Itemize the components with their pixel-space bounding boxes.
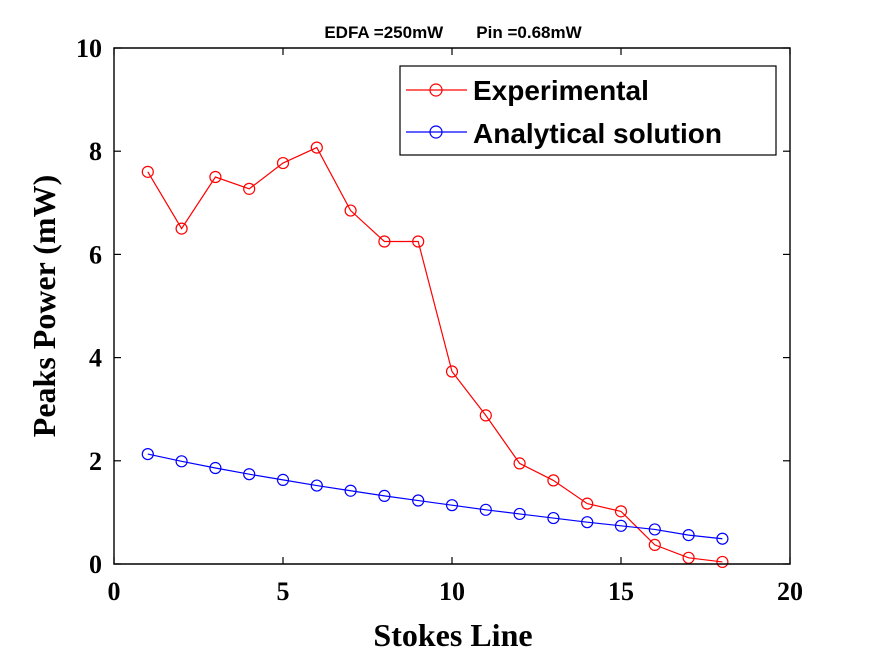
data-point-analytical-solution: [310, 479, 323, 492]
data-point-experimental: [513, 457, 526, 470]
data-point-experimental: [445, 365, 459, 378]
x-tick-label: 10: [439, 577, 465, 606]
data-point-analytical-solution: [344, 484, 357, 497]
data-point-analytical-solution: [276, 473, 290, 486]
x-tick-label: 20: [777, 577, 803, 606]
x-tick-label: 5: [277, 577, 290, 606]
y-tick-label: 2: [89, 447, 102, 476]
data-point-experimental: [276, 156, 290, 170]
data-point-analytical-solution: [614, 519, 628, 532]
data-point-experimental: [209, 170, 222, 184]
data-point-experimental: [581, 497, 594, 510]
data-point-analytical-solution: [175, 455, 188, 468]
axis-ticks: 0 5 10 15 20 0 2 4 6 8 10: [76, 34, 803, 606]
data-point-experimental: [479, 409, 492, 422]
data-point-experimental: [648, 538, 661, 552]
y-tick-label: 10: [76, 34, 102, 63]
data-point-analytical-solution: [513, 507, 526, 521]
legend-box: [399, 65, 777, 156]
data-point-experimental: [175, 222, 188, 235]
data-point-experimental: [716, 555, 729, 569]
data-point-analytical-solution: [648, 523, 661, 536]
legend-label-analytical: Analytical solution: [473, 118, 722, 149]
data-point-analytical-solution: [682, 529, 695, 542]
legend-label-experimental: Experimental: [473, 75, 649, 106]
data-point-experimental: [547, 474, 560, 487]
data-point-analytical-solution: [716, 532, 729, 545]
series-layer: [141, 141, 729, 569]
data-point-experimental: [141, 165, 154, 178]
plot-frame: [113, 47, 791, 565]
data-point-analytical-solution: [378, 489, 391, 502]
chart-title: EDFA =250mW Pin =0.68mW: [324, 23, 582, 42]
legend: Experimental Analytical solution: [399, 65, 777, 156]
data-point-analytical-solution: [209, 461, 222, 475]
data-point-experimental: [412, 235, 425, 248]
legend-marker-analytical: [429, 125, 443, 139]
legend-marker-experimental: [429, 83, 443, 97]
data-point-experimental: [614, 505, 628, 518]
data-point-analytical-solution: [581, 516, 594, 529]
y-tick-label: 6: [89, 240, 102, 269]
data-point-analytical-solution: [479, 503, 492, 516]
data-point-analytical-solution: [243, 468, 256, 481]
data-point-analytical-solution: [141, 447, 154, 461]
x-tick-label: 15: [608, 577, 634, 606]
data-point-analytical-solution: [412, 494, 425, 507]
data-point-experimental: [378, 235, 391, 248]
y-tick-label: 8: [89, 137, 102, 166]
data-point-analytical-solution: [445, 499, 459, 512]
x-tick-label: 0: [108, 577, 121, 606]
y-axis-title: Peaks Power (mW): [26, 175, 62, 437]
y-tick-label: 0: [89, 550, 102, 579]
data-point-experimental: [310, 141, 323, 154]
data-point-experimental: [243, 182, 256, 195]
y-tick-label: 4: [89, 344, 102, 373]
x-axis-title: Stokes Line: [373, 617, 532, 653]
data-point-experimental: [344, 204, 357, 217]
data-point-analytical-solution: [547, 511, 560, 525]
